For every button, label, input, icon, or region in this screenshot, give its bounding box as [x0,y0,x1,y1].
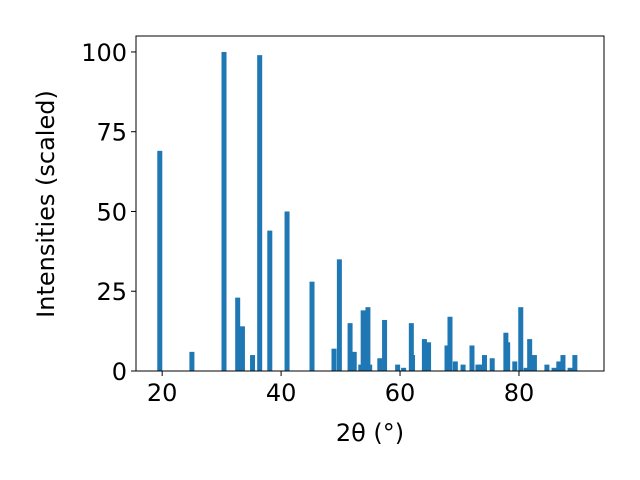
bar [512,361,518,371]
bar [481,355,487,371]
x-tick-label: 80 [504,379,535,407]
bar [518,307,524,371]
bar [444,345,450,371]
bar [523,367,529,371]
bar [469,345,475,371]
y-tick-label: 75 [96,119,127,147]
bar [239,326,245,371]
bar [452,361,458,371]
bar [309,281,315,371]
y-tick-label: 50 [96,198,127,226]
y-tick-label: 100 [81,39,127,67]
bar [421,339,427,371]
y-axis-ticks: 0 25 50 75 100 [81,39,136,386]
bar [331,348,337,371]
bar [560,355,566,371]
bar [367,364,373,371]
bar [377,358,383,371]
x-tick-label: 60 [385,379,416,407]
bar [284,211,290,371]
bar [426,342,432,371]
bar [489,358,495,371]
x-axis-label: 2θ (°) [336,419,404,447]
bar [250,355,256,371]
x-axis-ticks: 20 40 60 80 [147,371,534,407]
bar [347,323,353,371]
bar [460,364,466,371]
y-tick-label: 0 [112,358,127,386]
bar [382,319,388,371]
bar [401,367,407,371]
y-axis-label: Intensities (scaled) [32,90,60,318]
bar [365,307,371,371]
bar [531,355,537,371]
bar [189,351,195,371]
bar [544,364,550,371]
plot-frame [135,35,605,372]
bar [395,364,401,371]
bar [221,51,227,371]
bar [351,351,357,371]
bar [505,342,511,371]
bar [360,310,366,371]
bar [336,259,342,371]
bars-group [157,51,578,371]
bar [157,150,163,371]
x-tick-label: 40 [266,379,297,407]
bar [567,367,573,371]
bar [477,364,483,371]
x-tick-label: 20 [147,379,178,407]
bar [267,230,273,371]
bar [257,55,263,371]
bar [572,355,578,371]
bar [410,355,416,371]
bar [527,339,533,371]
bar [235,297,241,371]
y-tick-label: 25 [96,278,127,306]
bar [408,323,414,371]
bar [556,361,562,371]
bar [551,367,557,371]
bar [447,316,453,371]
